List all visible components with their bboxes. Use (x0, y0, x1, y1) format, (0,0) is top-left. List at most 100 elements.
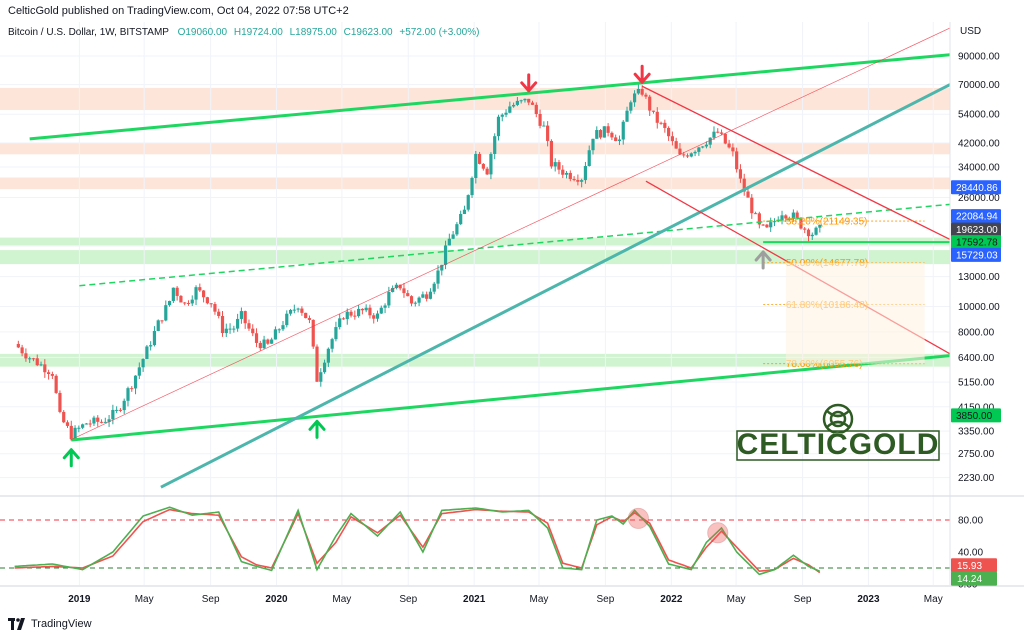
candle-body (636, 88, 640, 94)
candle-body (54, 375, 58, 393)
candle-body (213, 304, 217, 312)
candle-body (557, 162, 561, 170)
arrow-down-icon (520, 73, 538, 93)
candle-body (765, 224, 769, 228)
y-tick-label: 90000.00 (958, 51, 1000, 62)
candle-body (183, 302, 187, 304)
candle-body (217, 311, 221, 316)
x-tick-label: Sep (597, 594, 615, 605)
candle-body (625, 110, 629, 122)
candle-body (304, 312, 308, 319)
candle-body (368, 307, 372, 316)
candle-body (640, 88, 644, 95)
candle-body (663, 122, 667, 128)
candle-body (107, 419, 111, 422)
time-axis[interactable]: 2019 May Sep 2020 May Sep 2021 May Sep 2022 May Sep… (68, 594, 942, 605)
x-tick-label: May (135, 594, 154, 605)
candle-body (493, 136, 497, 154)
candle-body (349, 311, 353, 316)
candle-body (16, 343, 20, 348)
candle-body (311, 319, 315, 347)
candle-body (735, 151, 739, 170)
candle-body (512, 104, 516, 107)
candle-body (685, 155, 690, 157)
candle-body (209, 303, 213, 305)
price-chart[interactable]: 38.20%(21149.35)50.00%(14677.78)61.80%(1… (0, 22, 1024, 612)
candle-body (266, 339, 270, 344)
candle-body (576, 179, 580, 182)
candle-body (341, 318, 346, 320)
candle-body (292, 309, 296, 311)
candle-body (69, 425, 73, 440)
x-tick-label: 2019 (68, 594, 91, 605)
candle-body (243, 311, 247, 324)
publish-header: CelticGold published on TradingView.com,… (0, 0, 1024, 22)
candle-body (583, 166, 588, 181)
candle-body (474, 153, 478, 178)
candle-body (122, 400, 126, 411)
stoch-highlight (627, 507, 649, 529)
candle-body (330, 339, 334, 349)
candle-body (364, 307, 368, 311)
candle-body (553, 162, 557, 167)
candle-body (73, 427, 77, 440)
x-tick-label: 2022 (660, 594, 683, 605)
candle-body (273, 329, 278, 340)
candle-body (750, 197, 754, 214)
candle-body (84, 423, 88, 425)
candle-body (477, 153, 482, 164)
y-tick-label: 26000.00 (958, 193, 1000, 204)
x-tick-label: May (332, 594, 351, 605)
legend-change: +572.00 (+3.00%) (399, 27, 479, 38)
candle-body (606, 126, 610, 133)
candle-body (527, 98, 531, 103)
candle-body (406, 293, 410, 297)
candle-body (251, 328, 255, 334)
candle-body (519, 100, 523, 102)
candle-body (799, 217, 803, 229)
candle-body (300, 308, 304, 313)
candle-body (224, 328, 228, 334)
celtic-knot-icon (822, 403, 854, 435)
candle-body (689, 153, 693, 157)
candle-body (693, 151, 697, 154)
candle-body (338, 318, 342, 328)
candle-body (319, 372, 323, 382)
candle-body (719, 132, 724, 134)
tradingview-logo-icon (8, 618, 25, 630)
candle-body (674, 141, 678, 149)
price-axis[interactable]: 90000.00 70000.00 54000.00 42000.00 34000.00… (949, 22, 1001, 591)
candle-body (784, 215, 788, 219)
candle-body (133, 375, 138, 389)
price-label-text: 28440.86 (956, 183, 998, 194)
candle-body (262, 339, 266, 349)
osc-value-badge (951, 558, 997, 573)
candle-body (697, 147, 701, 152)
candle-body (190, 299, 194, 304)
signal-arrows (62, 64, 772, 468)
candle-body (746, 191, 750, 198)
candle-body (500, 114, 504, 117)
candle-body (35, 358, 39, 366)
logo-frame (736, 430, 940, 461)
candle-body (379, 307, 383, 314)
candle-body (440, 264, 444, 271)
y-tick-label: 42000.00 (958, 138, 1000, 149)
candle-body (629, 102, 633, 111)
candle-body (614, 137, 618, 142)
candle-body (360, 308, 364, 311)
legend-line: Bitcoin / U.S. Dollar, 1W, BITSTAMP O190… (8, 27, 479, 38)
candle-body (141, 358, 145, 368)
candle-body (727, 143, 731, 148)
trendlines (29, 27, 950, 489)
candle-body (466, 195, 470, 210)
x-tick-label: May (924, 594, 943, 605)
candle-body (738, 169, 743, 179)
candle-body (515, 100, 519, 105)
candle-body (810, 234, 814, 237)
candle-body (708, 137, 712, 145)
candle-body (617, 139, 622, 142)
price-label-text: 15729.03 (956, 250, 998, 261)
candle-body (538, 113, 542, 126)
candle-body (648, 96, 652, 111)
